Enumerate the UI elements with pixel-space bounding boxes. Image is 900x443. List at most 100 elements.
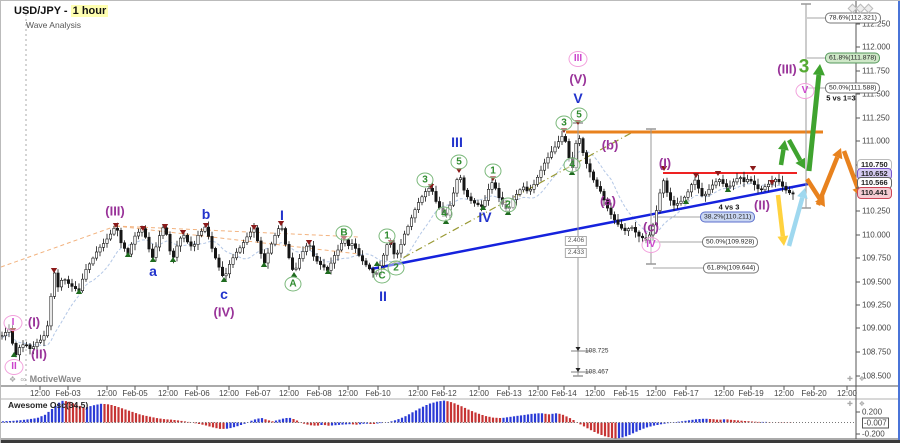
- oscillator-axis-label: 0.200: [862, 407, 883, 417]
- wave-label: V: [795, 83, 815, 99]
- oscillator-current-value: -0.007: [862, 417, 889, 429]
- wave-label: c: [220, 286, 228, 302]
- forecast-arrow: [775, 194, 786, 237]
- time-axis-label: 12:00: [29, 389, 51, 398]
- measurement-value: 2.433: [564, 248, 588, 258]
- chart-line: [115, 225, 360, 255]
- chart-line: [115, 225, 360, 238]
- wave-label: (I): [658, 155, 672, 171]
- wave-label: (II): [31, 346, 47, 362]
- logo-icon: ❖ ∞: [9, 375, 28, 384]
- price-axis-label: 108.750: [862, 347, 891, 357]
- wave-label: 2: [499, 197, 517, 213]
- wave-label: (IV): [213, 304, 235, 320]
- time-axis-label: 12:00: [157, 389, 179, 398]
- swing-low-marker: [10, 352, 18, 357]
- wave-label: b: [201, 206, 211, 222]
- swing-low-marker: [479, 205, 487, 210]
- time-axis-label: Feb-08: [306, 389, 332, 398]
- price-axis-label: 109.500: [862, 277, 891, 287]
- wave-label: 3: [798, 56, 810, 78]
- swing-high-marker: [768, 180, 776, 185]
- time-axis-label: 12:00: [836, 389, 858, 398]
- time-axis-label: Feb-06: [184, 389, 210, 398]
- swing-low-marker: [373, 261, 381, 266]
- wave-label: (II): [754, 197, 770, 213]
- price-axis-label: 109.750: [862, 253, 891, 263]
- forecast-arrow: [778, 149, 786, 166]
- forecast-arrow: [805, 177, 822, 200]
- swing-high-marker: [250, 225, 258, 230]
- price-axis-label: 109.250: [862, 300, 891, 310]
- forecast-arrow: [786, 196, 805, 247]
- price-flag-label: 108.467: [585, 368, 609, 376]
- swing-low-marker: [724, 187, 732, 192]
- swing-low-marker: [682, 199, 690, 204]
- time-axis-label: 12:00: [407, 389, 429, 398]
- wave-label: III: [568, 51, 588, 67]
- swing-high-marker: [202, 223, 210, 228]
- chart-tools-icon[interactable]: ✚ ❖: [847, 376, 868, 383]
- fib-level-label: 61.8%(111.878): [825, 52, 881, 64]
- time-axis-label: 12:00: [527, 389, 549, 398]
- wave-label: I: [280, 207, 284, 223]
- time-axis-label: 12:00: [337, 389, 359, 398]
- time-axis-label: Feb-12: [431, 389, 457, 398]
- price-axis-label: 111.500: [862, 89, 890, 99]
- swing-low-marker: [290, 272, 298, 277]
- wave-label: I: [3, 315, 23, 331]
- price-pill: 110.441: [857, 187, 892, 199]
- time-axis-label: 12:00: [468, 389, 490, 398]
- analysis-subtitle: Wave Analysis: [26, 20, 81, 30]
- wave-label: II: [4, 359, 24, 375]
- wave-label: 1: [378, 228, 396, 244]
- swing-low-marker: [220, 277, 228, 282]
- wave-label: C: [373, 268, 391, 284]
- wave-label: 1: [484, 163, 502, 179]
- price-axis-label: 112.250: [862, 19, 891, 29]
- price-axis-label: 111.750: [862, 66, 890, 76]
- wave-label: 3: [555, 115, 573, 131]
- wave-label: 4 vs 3: [718, 202, 740, 212]
- time-axis-label: Feb-15: [613, 389, 639, 398]
- wave-label: II: [379, 288, 387, 304]
- fib-level-label: 50.0%(111.588): [825, 82, 881, 94]
- swing-low-marker: [568, 170, 576, 175]
- time-axis-label: 12:00: [584, 389, 606, 398]
- swing-low-marker: [169, 257, 177, 262]
- time-axis-label: Feb-20: [801, 389, 827, 398]
- forecast-arrow: [815, 156, 840, 206]
- time-axis-label: Feb-03: [55, 389, 81, 398]
- price-axis-label: 112.000: [862, 42, 891, 52]
- swing-high-marker: [50, 268, 58, 273]
- wave-label: (c): [643, 219, 659, 235]
- oscillator-tools-icon[interactable]: ✚ ❖: [847, 401, 868, 408]
- wave-label: V: [573, 90, 583, 106]
- price-axis-label: 110.250: [862, 206, 891, 216]
- swing-high-marker: [692, 173, 700, 178]
- wave-label: (V): [569, 71, 587, 87]
- price-axis-label: 111.000: [862, 136, 890, 146]
- wave-label: IV: [641, 237, 661, 253]
- time-axis-label: Feb-19: [738, 389, 764, 398]
- symbol-label: USD/JPY: [14, 5, 61, 17]
- swing-high-marker: [179, 230, 187, 235]
- chart-title: USD/JPY - 1 hour: [14, 5, 109, 17]
- oscillator-series: [1, 400, 792, 439]
- forecast-arrow: [806, 74, 822, 172]
- time-axis-label: 12:00: [218, 389, 240, 398]
- price-axis-label: 108.500: [862, 371, 891, 381]
- oscillator-title: Awesome Osc(34,5): [8, 400, 89, 410]
- forecast-arrow: [787, 138, 803, 162]
- price-axis-label: 109.000: [862, 323, 891, 333]
- swing-high-marker: [714, 171, 722, 176]
- swing-low-marker: [504, 210, 512, 215]
- wave-label: 2: [387, 260, 405, 276]
- time-axis-label: Feb-07: [245, 389, 271, 398]
- swing-high-marker: [277, 221, 285, 226]
- wave-label: (III): [777, 61, 797, 77]
- swing-high-marker: [305, 240, 313, 245]
- time-axis-label: Feb-10: [365, 389, 391, 398]
- wave-label: (b): [601, 137, 619, 153]
